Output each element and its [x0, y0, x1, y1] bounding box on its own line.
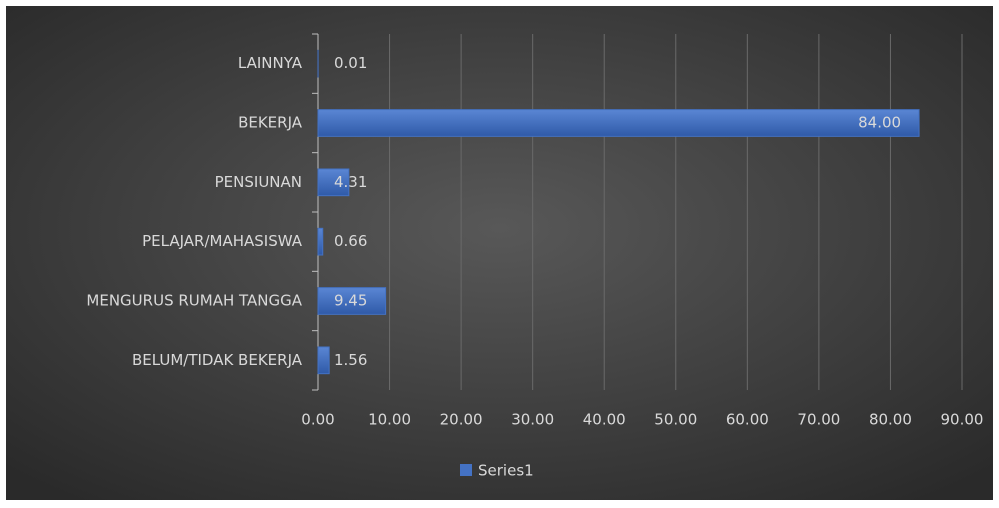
value-label: 9.45	[334, 292, 367, 310]
y-tick-label: LAINNYA	[238, 54, 303, 72]
x-tick-label: 90.00	[941, 411, 984, 429]
legend-swatch	[460, 464, 472, 476]
x-tick-label: 70.00	[797, 411, 840, 429]
value-label: 0.01	[334, 54, 367, 72]
y-tick-label: PENSIUNAN	[215, 173, 302, 191]
y-tick-label: BELUM/TIDAK BEKERJA	[132, 351, 303, 369]
x-tick-label: 60.00	[726, 411, 769, 429]
bar	[318, 347, 329, 374]
x-tick-label: 30.00	[511, 411, 554, 429]
bar	[318, 228, 323, 255]
chart-background	[6, 6, 993, 500]
value-label: 4.31	[334, 173, 367, 191]
bar	[318, 110, 919, 137]
legend-label: Series1	[478, 462, 534, 480]
x-tick-label: 10.00	[368, 411, 411, 429]
y-tick-label: MENGURUS RUMAH TANGGA	[86, 292, 302, 310]
value-label: 1.56	[334, 351, 367, 369]
y-tick-label: BEKERJA	[238, 114, 303, 132]
value-label: 0.66	[334, 232, 367, 250]
x-tick-label: 0.00	[301, 411, 334, 429]
y-tick-label: PELAJAR/MAHASISWA	[142, 232, 303, 250]
x-tick-label: 80.00	[869, 411, 912, 429]
x-tick-label: 20.00	[440, 411, 483, 429]
x-tick-label: 40.00	[583, 411, 626, 429]
x-tick-label: 50.00	[654, 411, 697, 429]
value-label: 84.00	[858, 114, 901, 132]
